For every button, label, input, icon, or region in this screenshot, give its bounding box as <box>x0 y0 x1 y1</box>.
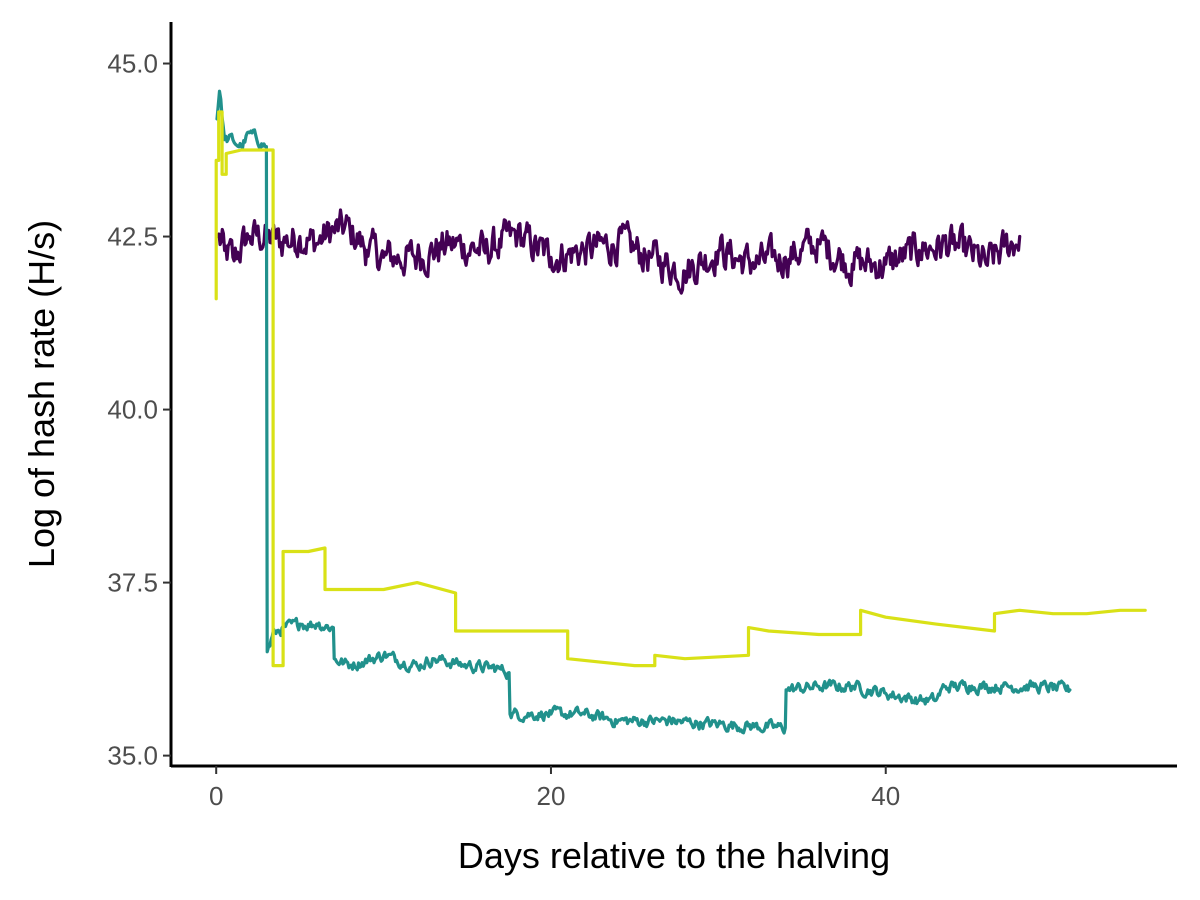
x-axis-title: Days relative to the halving <box>458 835 890 876</box>
x-tick-label: 20 <box>537 781 566 811</box>
ticks-layer: 0 20 40 35.0 37.5 40.0 42.5 45.0 <box>107 49 900 811</box>
y-tick-label: 35.0 <box>107 741 158 771</box>
y-tick-label: 40.0 <box>107 395 158 425</box>
series-line-2 <box>215 89 1072 735</box>
x-tick-label: 40 <box>871 781 900 811</box>
series-line-3 <box>214 110 1147 668</box>
x-tick-label: 0 <box>209 781 223 811</box>
y-tick-label: 42.5 <box>107 222 158 252</box>
y-tick-label: 45.0 <box>107 49 158 79</box>
series-line-1 <box>216 208 1022 295</box>
series-layer <box>214 89 1147 735</box>
y-tick-label: 37.5 <box>107 568 158 598</box>
y-axis-title: Log of hash rate (H/s) <box>21 220 62 568</box>
